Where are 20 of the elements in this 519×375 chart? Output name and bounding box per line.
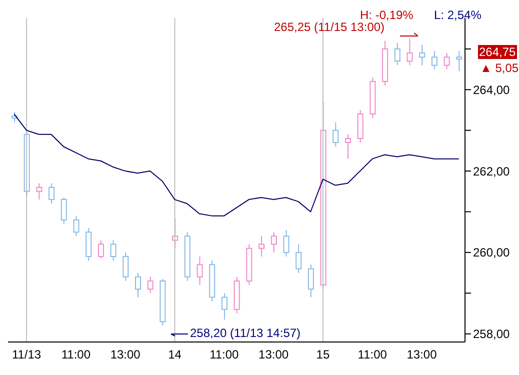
x-tick-label: 13:00 — [258, 348, 289, 362]
y-tick-label: 260,00 — [473, 246, 510, 260]
annotation: H: -0,19% — [360, 8, 414, 22]
x-tick-label: 11:00 — [210, 348, 240, 362]
x-tick-label: 14 — [168, 348, 182, 362]
annotation: L: 2,54% — [434, 8, 482, 22]
x-tick-label: 11:00 — [358, 348, 388, 362]
x-tick-label: 13:00 — [406, 348, 438, 362]
annotation: 265,25 (11/15 13:00) — [274, 20, 385, 34]
x-tick-label: 13:00 — [110, 348, 141, 362]
y-tick-label: 258,00 — [473, 327, 510, 342]
y-tick-label: 264,00 — [473, 82, 510, 97]
text: 264,75 — [478, 45, 517, 59]
x-tick-label: 15 — [316, 348, 330, 362]
text: ▲ 5,05 — [480, 61, 519, 75]
line-series — [14, 114, 460, 216]
y-tick-label: 262,00 — [473, 164, 510, 178]
annotation: 258,20 (11/13 14:57) — [190, 326, 301, 340]
x-tick-label: 11:00 — [61, 348, 91, 362]
x-tick-label: 11/13 — [12, 348, 42, 362]
